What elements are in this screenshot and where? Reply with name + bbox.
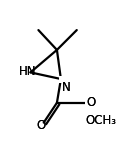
Bar bbox=[85, 99, 90, 106]
Text: O: O bbox=[87, 96, 96, 109]
Text: O: O bbox=[36, 119, 46, 132]
Text: OCH₃: OCH₃ bbox=[85, 114, 116, 127]
Bar bbox=[13, 68, 24, 76]
Text: OCH₃: OCH₃ bbox=[85, 114, 116, 127]
Text: N: N bbox=[62, 81, 70, 94]
Text: O: O bbox=[87, 96, 96, 109]
Text: HN: HN bbox=[19, 65, 36, 78]
Text: N: N bbox=[62, 81, 70, 94]
Text: HN: HN bbox=[19, 65, 36, 78]
Bar bbox=[34, 122, 40, 130]
Bar bbox=[59, 76, 65, 83]
Text: O: O bbox=[36, 119, 46, 132]
